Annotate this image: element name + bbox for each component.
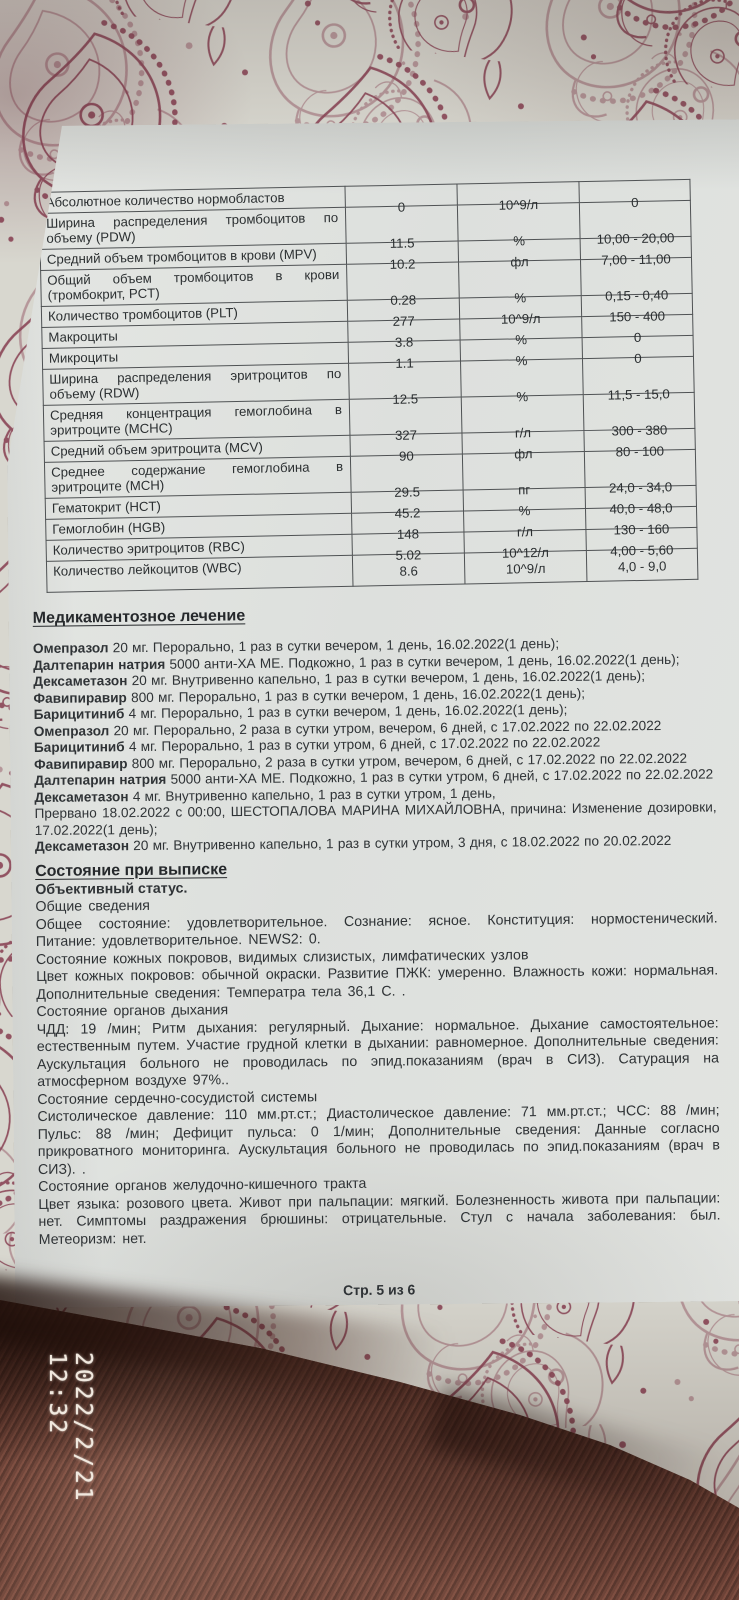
drug-name: Омепразол [33, 722, 110, 739]
lab-results-table: Абсолютное количество нормобластов 0 10^… [39, 179, 699, 593]
result-value: 5.02 [395, 547, 422, 563]
drug-name: Барицитиниб [33, 706, 125, 723]
discharge-paragraph: Цвет языка: розового цвета. Живот при па… [38, 1189, 721, 1248]
unit-value: % [515, 332, 528, 348]
result-value: 0 [397, 199, 406, 215]
drug-name: Фавипиравир [34, 755, 128, 772]
parameter-name-cell: Ширина распределения тромбоцитов по объе… [39, 207, 346, 249]
unit-cell: 10^9/л [457, 182, 579, 205]
drug-details: Прервано 18.02.2022 с 00:00, ШЕСТОПАЛОВА… [34, 799, 717, 838]
reference-range-cell: 0 [579, 179, 690, 202]
unit-value: % [514, 290, 527, 306]
drug-name: Барицитиниб [33, 739, 125, 756]
result-value: 148 [396, 526, 420, 542]
unit-value: г/л [516, 524, 534, 540]
medication-heading-text: Медикаментозное лечение [32, 607, 246, 627]
discharge-paragraph: ЧДД: 19 /мин; Ритм дыхания: регулярный. … [36, 1014, 720, 1091]
unit-value: пг [517, 482, 531, 498]
parameter-name-cell: Общий объем тромбоцитов в крови (тромбок… [41, 264, 348, 306]
reference-range-value: 300 - 380 [611, 422, 668, 439]
result-value: 12.5 [392, 391, 419, 407]
discharge-heading-text: Состояние при выписке [35, 860, 228, 880]
reference-range-value: 80 - 100 [615, 443, 665, 460]
drug-name: Дексаметазон [34, 838, 130, 855]
parameter-name-cell: Ширина распределения эритроцитов по объе… [43, 363, 350, 405]
unit-value: % [515, 353, 528, 369]
result-value: 0.28 [390, 292, 417, 308]
result-value: 45.2 [394, 505, 421, 521]
unit-value: фл [514, 446, 533, 462]
discharge-paragraph: Систолическое давление: 110 мм.рт.ст.; Д… [37, 1102, 720, 1178]
unit-value: % [518, 503, 531, 519]
reference-range-value: 40,0 - 48,0 [609, 500, 673, 517]
reference-range-value: 0 [634, 350, 642, 367]
unit-value: 10^9/л [498, 196, 539, 213]
lab-results-rows: Абсолютное количество нормобластов 0 10^… [39, 179, 698, 592]
reference-range-value: 24,0 - 34,0 [608, 479, 673, 496]
camera-timestamp: 2022/2/21 12:32 [44, 1352, 96, 1504]
result-value: 11.5 [389, 235, 415, 251]
result-value: 277 [392, 313, 415, 329]
unit-value: % [516, 389, 529, 405]
parameter-name-cell: Средняя концентрация гемоглобина в эритр… [43, 399, 350, 441]
reference-range-value: 0 [631, 194, 639, 211]
unit-value: 10^9/л [500, 310, 541, 327]
result-value: 29.5 [394, 484, 421, 500]
drug-name: Далтепарин натрия [34, 771, 167, 789]
drug-name: Дексаметазон [33, 673, 128, 690]
unit-value: 10^12/л [501, 544, 549, 561]
reference-range-value: 0,15 - 0,40 [605, 287, 669, 304]
result-value: 327 [394, 427, 418, 443]
result-value: 3.8 [394, 334, 414, 350]
reference-range-value: 4,00 - 5,60 [610, 542, 674, 559]
reference-range-value: 10,00 - 20,00 [596, 230, 675, 247]
reference-range-value: 0 [633, 329, 642, 346]
result-value: 1.1 [395, 355, 414, 371]
unit-value: % [513, 233, 526, 249]
drug-name: Омепразол [32, 640, 109, 657]
result-value-cell: 0 [345, 184, 457, 207]
unit-value: 10^9/л [505, 560, 546, 577]
result-value: 10.2 [389, 256, 416, 272]
result-value: 8.6 [399, 563, 419, 579]
unit-value: г/л [514, 425, 532, 441]
parameter-name-cell: Количество лейкоцитов (WBC) [46, 555, 353, 592]
medical-document-page: Абсолютное количество нормобластов 0 10^… [4, 119, 739, 1308]
result-value: 90 [398, 448, 414, 464]
reference-range-value: 150 - 400 [609, 308, 666, 325]
unit-value: фл [510, 254, 529, 270]
discharge-paragraphs: Общие сведения Общее состояние: удовлетво… [33, 892, 720, 1249]
drug-name: Далтепарин натрия [33, 656, 166, 673]
parameter-name-cell: Среднее содержание гемоглобина в эритроц… [44, 456, 351, 498]
drug-name: Дексаметазон [34, 788, 129, 805]
reference-range-value: 11,5 - 15,0 [607, 386, 670, 403]
reference-range-value: 4,0 - 9,0 [617, 558, 667, 575]
reference-range-value: 7,00 - 11,00 [601, 251, 671, 268]
drug-details: 4 мг. Внутривенно капельно, 1 раз в сутк… [128, 785, 496, 804]
drug-name: Фавипиравир [33, 689, 127, 706]
reference-range-value: 130 - 160 [613, 521, 670, 538]
medication-list: Омепразол 20 мг. Перорально, 1 раз в сут… [31, 634, 717, 855]
page-number: Стр. 5 из 6 [343, 1281, 416, 1299]
medication-section-heading: Медикаментозное лечение [33, 602, 715, 628]
